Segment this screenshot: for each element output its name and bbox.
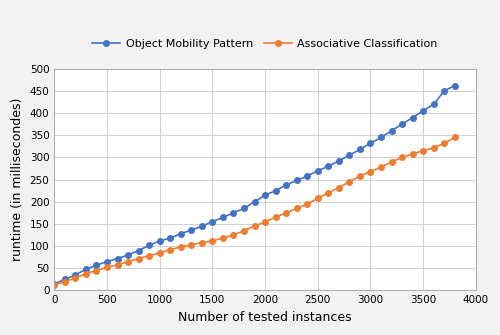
Object Mobility Pattern — [452, 83, 458, 87]
Object Mobility Pattern — [156, 239, 162, 243]
Object Mobility Pattern — [104, 260, 110, 264]
Associative Classification — [368, 170, 374, 174]
Associative Classification — [430, 146, 436, 150]
Associative Classification — [388, 160, 394, 164]
Associative Classification — [210, 239, 216, 243]
Associative Classification — [83, 272, 89, 276]
Object Mobility Pattern — [72, 273, 78, 277]
Associative Classification — [220, 236, 226, 240]
Associative Classification — [252, 224, 258, 228]
Associative Classification — [294, 206, 300, 210]
Object Mobility Pattern — [388, 129, 394, 133]
Associative Classification — [178, 245, 184, 249]
Object Mobility Pattern — [114, 257, 120, 261]
Object Mobility Pattern — [304, 174, 310, 178]
Associative Classification — [241, 228, 247, 232]
Associative Classification — [314, 196, 320, 200]
Associative Classification — [62, 280, 68, 284]
Y-axis label: runtime (in millisecondes): runtime (in millisecondes) — [11, 98, 24, 261]
Associative Classification — [136, 257, 141, 261]
Object Mobility Pattern — [420, 109, 426, 113]
Associative Classification — [94, 269, 100, 273]
Associative Classification — [230, 233, 236, 237]
Associative Classification — [378, 165, 384, 169]
Object Mobility Pattern — [94, 263, 100, 267]
Object Mobility Pattern — [188, 228, 194, 232]
Line: Object Mobility Pattern: Object Mobility Pattern — [52, 83, 458, 287]
Associative Classification — [283, 211, 289, 215]
Object Mobility Pattern — [167, 236, 173, 240]
Object Mobility Pattern — [125, 253, 131, 257]
Object Mobility Pattern — [357, 147, 363, 151]
Object Mobility Pattern — [378, 135, 384, 139]
Object Mobility Pattern — [146, 243, 152, 247]
Object Mobility Pattern — [62, 277, 68, 281]
Associative Classification — [199, 241, 205, 245]
Object Mobility Pattern — [220, 215, 226, 219]
Object Mobility Pattern — [230, 211, 236, 215]
Associative Classification — [326, 191, 332, 195]
Line: Associative Classification: Associative Classification — [52, 135, 458, 288]
Object Mobility Pattern — [441, 89, 447, 93]
Associative Classification — [452, 135, 458, 139]
Legend: Object Mobility Pattern, Associative Classification: Object Mobility Pattern, Associative Cla… — [88, 35, 442, 53]
Object Mobility Pattern — [199, 224, 205, 228]
Associative Classification — [167, 248, 173, 252]
Associative Classification — [336, 186, 342, 190]
Object Mobility Pattern — [252, 200, 258, 204]
Associative Classification — [272, 215, 278, 219]
Associative Classification — [125, 260, 131, 264]
Object Mobility Pattern — [430, 102, 436, 106]
Associative Classification — [441, 141, 447, 145]
Object Mobility Pattern — [283, 183, 289, 187]
Object Mobility Pattern — [294, 179, 300, 183]
Associative Classification — [304, 202, 310, 206]
Associative Classification — [188, 243, 194, 247]
Associative Classification — [399, 155, 405, 159]
X-axis label: Number of tested instances: Number of tested instances — [178, 311, 352, 324]
Object Mobility Pattern — [83, 267, 89, 271]
Object Mobility Pattern — [336, 159, 342, 163]
Object Mobility Pattern — [410, 116, 416, 120]
Object Mobility Pattern — [178, 232, 184, 236]
Associative Classification — [262, 220, 268, 224]
Associative Classification — [104, 265, 110, 269]
Object Mobility Pattern — [346, 153, 352, 157]
Object Mobility Pattern — [136, 249, 141, 253]
Object Mobility Pattern — [241, 206, 247, 210]
Object Mobility Pattern — [262, 193, 268, 197]
Object Mobility Pattern — [368, 141, 374, 145]
Associative Classification — [346, 180, 352, 184]
Associative Classification — [72, 276, 78, 280]
Object Mobility Pattern — [314, 169, 320, 173]
Associative Classification — [410, 152, 416, 156]
Object Mobility Pattern — [52, 282, 58, 286]
Object Mobility Pattern — [272, 189, 278, 193]
Object Mobility Pattern — [326, 164, 332, 168]
Object Mobility Pattern — [210, 220, 216, 224]
Associative Classification — [156, 251, 162, 255]
Associative Classification — [114, 263, 120, 267]
Associative Classification — [146, 254, 152, 258]
Object Mobility Pattern — [399, 122, 405, 126]
Associative Classification — [357, 174, 363, 178]
Associative Classification — [52, 283, 58, 287]
Associative Classification — [420, 149, 426, 153]
